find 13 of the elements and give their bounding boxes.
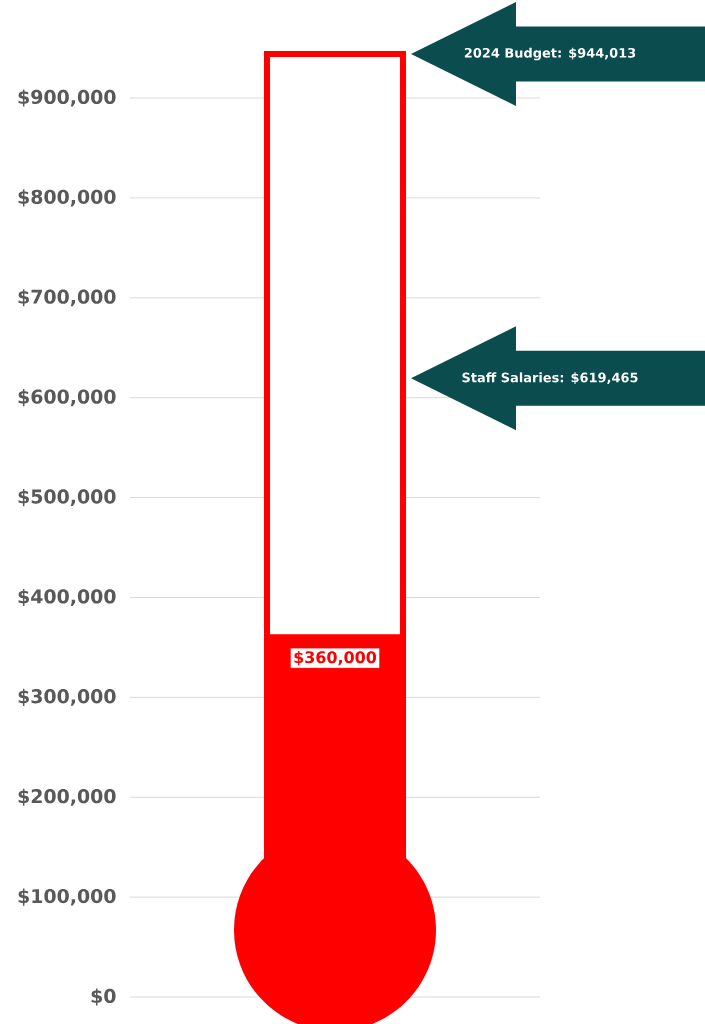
y-tick-label: $700,000 [18, 289, 116, 307]
y-tick-label: $400,000 [18, 588, 116, 607]
y-tick-label: $300,000 [18, 688, 116, 706]
y-tick-label: $600,000 [18, 389, 116, 407]
ref-line-label: Staff Salaries: $619,465 [462, 372, 638, 385]
y-tick-label: $900,000 [18, 89, 116, 107]
y-tick-label: $100,000 [18, 888, 116, 906]
ref-line-label: 2024 Budget: $944,013 [464, 47, 636, 61]
y-tick-label: $200,000 [18, 788, 116, 806]
y-tick-label: $800,000 [18, 189, 116, 207]
data-label: $360,000 [294, 650, 377, 666]
y-tick-label: $500,000 [18, 488, 116, 507]
y-tick-label: $0 [91, 988, 116, 1006]
